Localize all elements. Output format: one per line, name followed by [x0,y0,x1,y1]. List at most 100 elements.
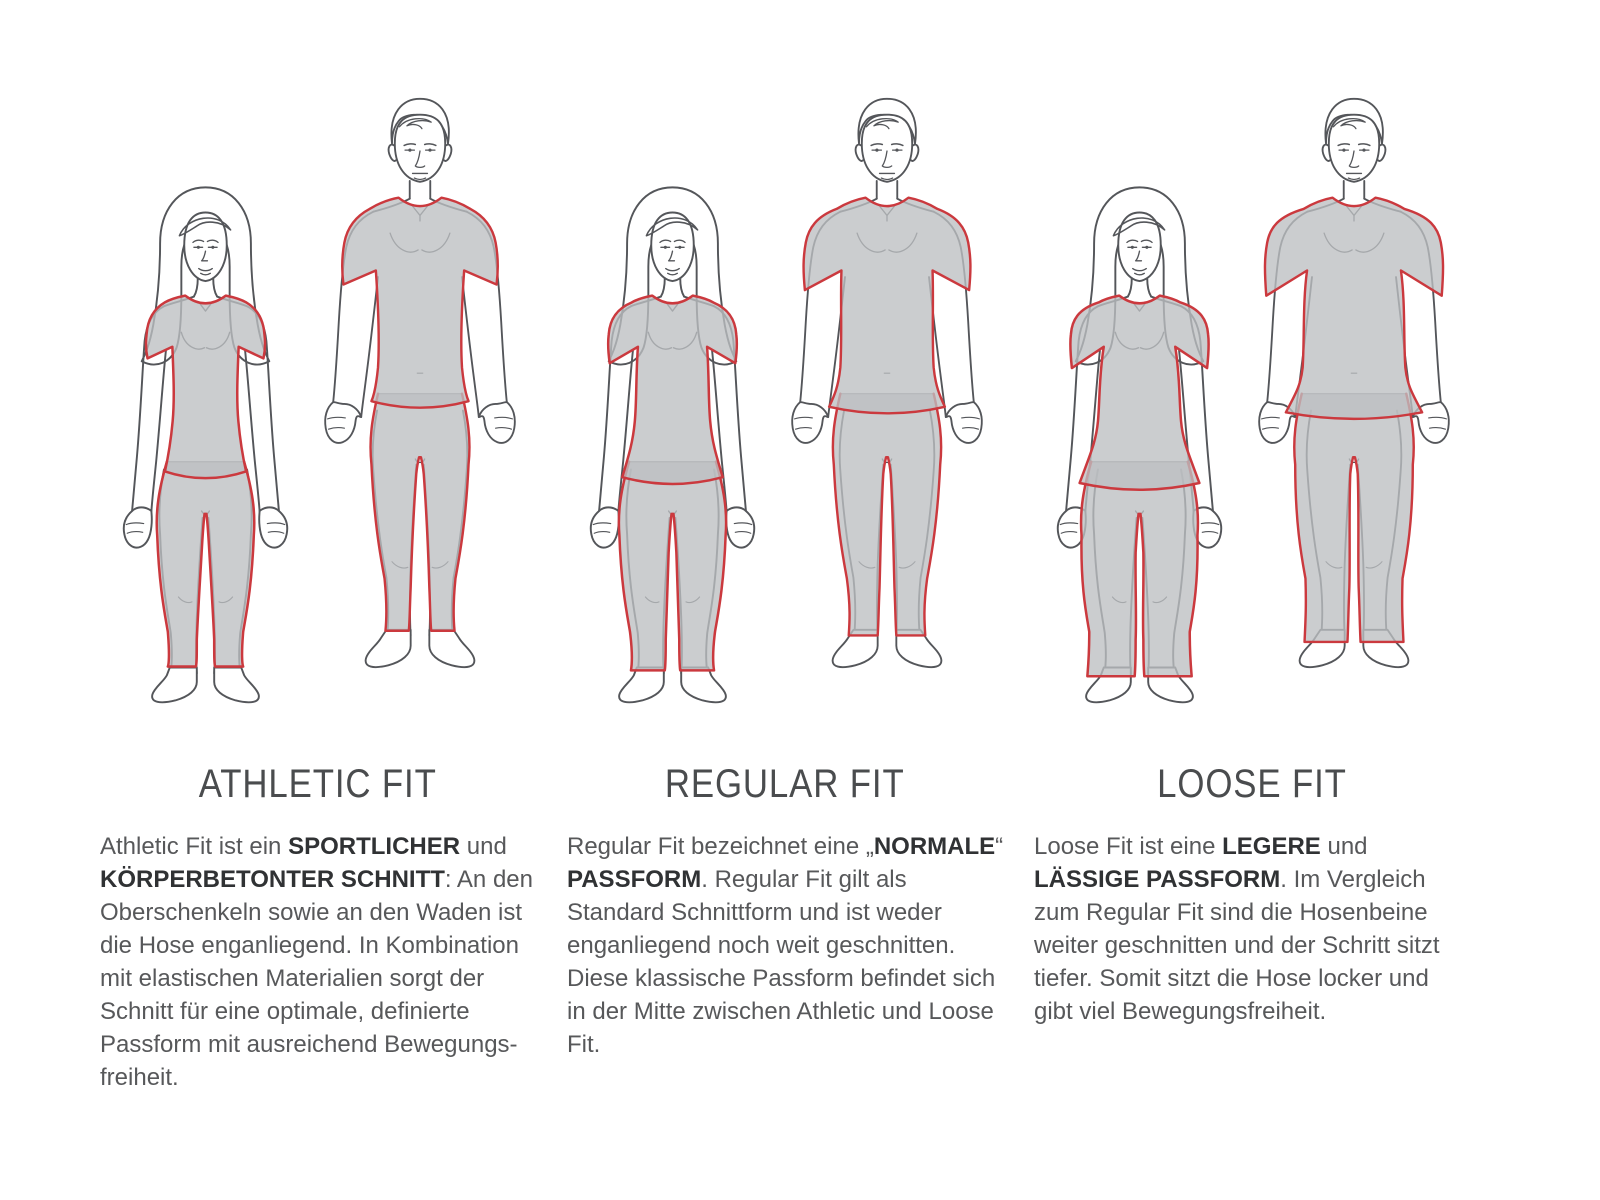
fringe [1332,118,1366,130]
nose-mouth [1345,150,1363,181]
fit-column-regular: REGULAR FIT Regular Fit bezeichnet eine … [551,0,1018,1094]
fit-heading-label: REGULAR FIT [664,762,905,806]
description-text: . Regular Fit gilt als Standard Schnittf… [567,866,996,1058]
fit-column-athletic: ATHLETIC FIT Athletic Fit ist ein SPORTL… [84,0,551,1094]
foot-left [151,666,198,704]
pupils [196,245,215,249]
arm-left-inner [360,276,379,418]
ears [387,143,453,162]
pants-garment [1080,461,1199,677]
foot-right [428,628,476,669]
ears [1321,143,1387,162]
fit-guide: ATHLETIC FIT Athletic Fit ist ein SPORTL… [84,0,1485,1094]
fingers [327,416,513,430]
tshirt-garment [802,197,972,414]
hand-right [725,506,756,549]
fit-heading-label: ATHLETIC FIT [198,762,437,806]
pupils [1342,148,1366,152]
hand-right [477,401,516,444]
foot-right [680,666,727,704]
description-bold-text: LÄSSIGE PASSFORM [1034,866,1281,893]
description-bold-text: NORMA­LE [873,833,996,860]
description-text: Regular Fit bezeichnet eine „ [567,833,874,860]
brows [870,143,904,147]
woman-figure-athletic [122,186,289,704]
foot-left [364,628,412,669]
face [650,211,695,283]
nose-mouth [198,250,213,276]
man-figure-loose [1258,97,1450,669]
description-text: und [460,833,507,860]
fit-heading-loose: LOOSE FIT [1018,764,1485,804]
brows [192,239,219,244]
nose-mouth [878,150,896,181]
arm-right-inner [244,349,261,512]
foot-left [831,628,879,669]
tshirt-fit-outline [606,294,739,486]
pants-fit-outline [1079,460,1200,678]
pupils [875,148,899,152]
hand-left [791,401,830,444]
fit-heading-label: LOOSE FIT [1156,762,1347,806]
figure-pair-regular [551,0,1018,722]
foot-right [213,666,260,704]
brows [403,143,437,147]
arm-left-inner [150,349,167,512]
neck [1342,179,1366,200]
nose-mouth [665,250,680,276]
face [183,211,228,283]
description-text: Athletic Fit ist ein [100,833,289,860]
tshirt-fit-outline [1263,196,1445,421]
pants-fit-outline [831,392,943,637]
fingers [1261,416,1447,430]
description-bold-text: LEGERE [1222,833,1321,860]
ears [854,143,920,162]
description-bold-text: KÖRPERBETONTER SCHNITT [100,866,445,893]
brows [1337,143,1371,147]
description-bold-text: SPORTLICHER [288,833,461,860]
bangs [1112,217,1166,237]
pants-garment [156,461,255,668]
bangs [178,217,232,237]
description-text: “ [995,833,1004,860]
foot-right [895,628,943,669]
pupils [663,245,682,249]
fingers [592,522,753,534]
woman-figure-regular [589,186,756,704]
hand-left [122,506,153,549]
face [1327,113,1381,183]
nose-mouth [411,150,429,181]
face [860,113,914,183]
tshirt-fit-outline [340,196,500,409]
fringe [398,118,432,130]
hand-left [589,506,620,549]
pants-fit-outline [1293,392,1415,644]
description-text: und [1320,833,1368,860]
nose-mouth [1132,250,1147,276]
fit-description-athletic: Athletic Fit ist ein SPORTLICHER und KÖR… [100,830,537,1094]
body-line-art [1258,97,1450,669]
brows [1126,239,1153,244]
hand-right [944,401,983,444]
pants-garment [618,461,727,672]
fingers [794,416,980,430]
tshirt-garment [1069,294,1210,491]
pupils [408,148,432,152]
tshirt-fit-outline [144,294,267,480]
description-text: Loose Fit ist eine [1034,833,1223,860]
tshirt-garment [1264,197,1444,420]
fingers [1059,522,1220,534]
description-text: : An den Oberschenkeln sowie an den Wade… [100,866,533,1091]
description-bold-text: PASSFORM [567,866,702,893]
man-figure-athletic [324,97,516,669]
figure-pair-athletic [84,0,551,722]
pants-fit-outline [155,460,256,668]
tshirt-garment [145,294,266,479]
description-text: . Im Vergleich zum Regular Fit sind die … [1034,866,1440,1025]
pants-fit-outline [617,460,728,672]
fit-column-loose: LOOSE FIT Loose Fit ist eine LEGERE und … [1018,0,1485,1094]
face [1117,211,1162,283]
arm-right-inner [461,276,480,418]
fit-description-regular: Regular Fit bezeichnet eine „NORMA­LE“ P… [567,830,1004,1061]
arm-right-inner [711,349,728,512]
